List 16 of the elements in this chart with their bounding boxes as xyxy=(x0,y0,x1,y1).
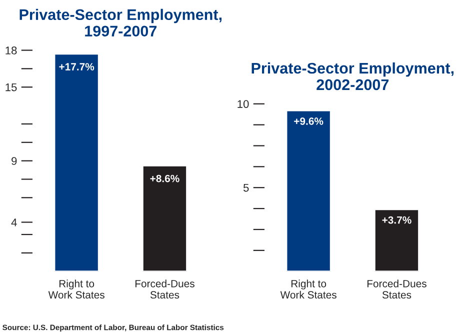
y-tick-label: 9 xyxy=(12,157,17,165)
data-label: +17.7% xyxy=(59,63,94,70)
x-tick-label: Right to Work States xyxy=(280,280,336,299)
data-label: +9.6% xyxy=(294,118,324,125)
data-label: +3.7% xyxy=(382,216,412,224)
y-tick-label: 5 xyxy=(243,184,249,192)
chart-title: Private-Sector Employment, 2002-2007 xyxy=(252,62,454,90)
data-label: +8.6% xyxy=(150,174,180,182)
y-tick-label: 4 xyxy=(11,218,17,226)
x-tick-label: Forced-Dues States xyxy=(135,280,194,299)
y-tick-label: 10 xyxy=(238,100,249,108)
x-tick-label: Forced-Dues States xyxy=(367,280,426,299)
x-tick-label: Right to Work States xyxy=(48,280,104,299)
chart-title: Private-Sector Employment, 1997-2007 xyxy=(20,8,222,37)
y-tick-label: 18 xyxy=(6,46,17,54)
y-tick-label: 15 xyxy=(6,83,17,92)
